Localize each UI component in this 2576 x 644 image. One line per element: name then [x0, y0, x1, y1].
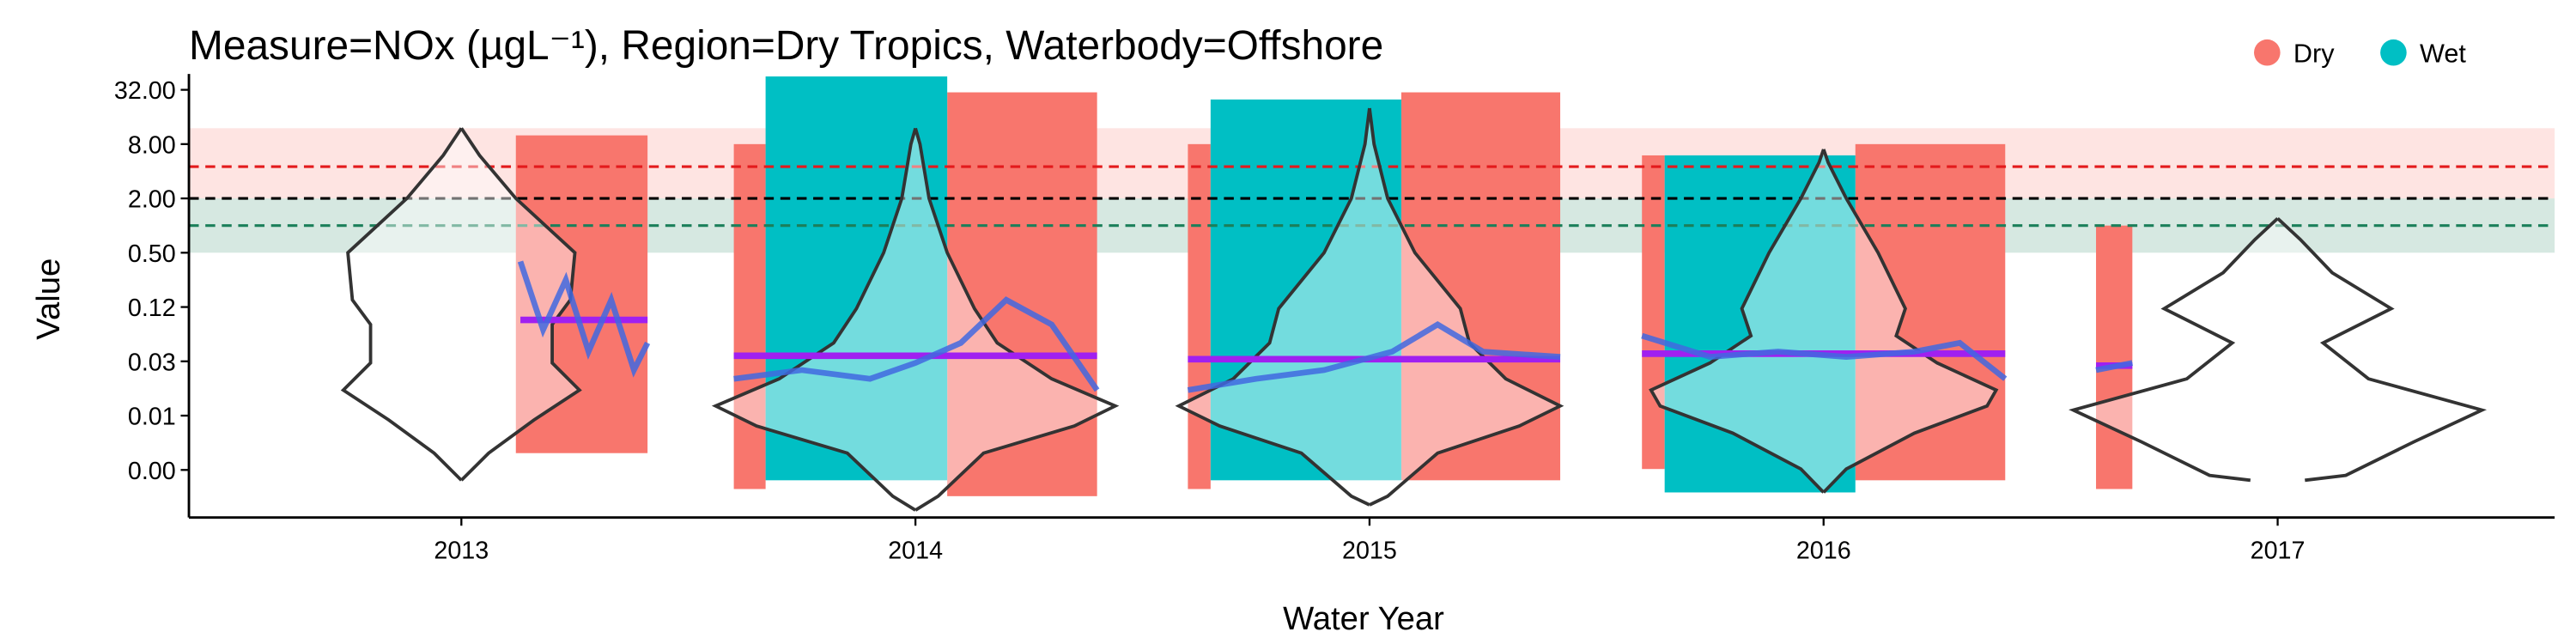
- legend-label: Wet: [2420, 39, 2466, 69]
- point-cloud: [2096, 225, 2133, 489]
- point-cloud: [765, 76, 948, 481]
- y-tick-label: 2.00: [128, 186, 176, 214]
- violin-outline: [340, 127, 463, 482]
- trend-line: [2095, 360, 2133, 374]
- point-cloud: [1188, 143, 1211, 489]
- y-tick-label: 0.01: [128, 404, 176, 431]
- y-tick-label: 32.00: [114, 77, 176, 105]
- trend-line: [1187, 321, 1561, 393]
- trend-line: [733, 296, 1100, 392]
- violin-outline: [914, 127, 1120, 512]
- x-tick-label: 2015: [1342, 538, 1397, 565]
- point-cloud: [1664, 155, 1856, 493]
- legend-swatch: [2254, 39, 2281, 66]
- trend-line: [1641, 332, 2008, 381]
- point-cloud: [733, 143, 766, 489]
- point-cloud: [1210, 99, 1401, 481]
- violin-fill: [715, 128, 1115, 511]
- y-tick-label: 0.12: [128, 295, 176, 322]
- violin-outline: [2276, 216, 2488, 483]
- x-tick-label: 2016: [1796, 538, 1851, 565]
- legend-swatch: [2380, 39, 2407, 66]
- legend-label: Dry: [2293, 39, 2335, 69]
- y-tick-label: 0.03: [128, 349, 176, 376]
- point-cloud: [1855, 143, 2006, 481]
- x-tick-label: 2017: [2251, 538, 2306, 565]
- violin-outline: [711, 127, 917, 512]
- x-tick-label: 2014: [888, 538, 943, 565]
- point-cloud: [515, 135, 648, 453]
- chart-title: Measure=NOx (µgL⁻¹), Region=Dry Tropics,…: [189, 23, 1383, 69]
- point-cloud: [947, 92, 1097, 496]
- x-axis-label: Water Year: [1283, 600, 1444, 637]
- violin-outline: [2069, 216, 2279, 483]
- violin-fill: [2073, 218, 2482, 481]
- y-tick-label: 0.00: [128, 458, 176, 485]
- point-cloud: [1400, 92, 1561, 481]
- x-tick-label: 2013: [434, 538, 489, 565]
- violin-fill: [1650, 149, 1996, 493]
- trend-line: [517, 260, 651, 378]
- point-cloud: [1642, 155, 1665, 470]
- violin-fill: [1178, 108, 1561, 506]
- violin-fill: [343, 128, 580, 481]
- y-axis-label: Value: [30, 258, 67, 340]
- violin-outline: [1649, 149, 1826, 494]
- violin-outline: [459, 127, 582, 482]
- y-tick-label: 0.50: [128, 240, 176, 268]
- y-tick-label: 8.00: [128, 131, 176, 159]
